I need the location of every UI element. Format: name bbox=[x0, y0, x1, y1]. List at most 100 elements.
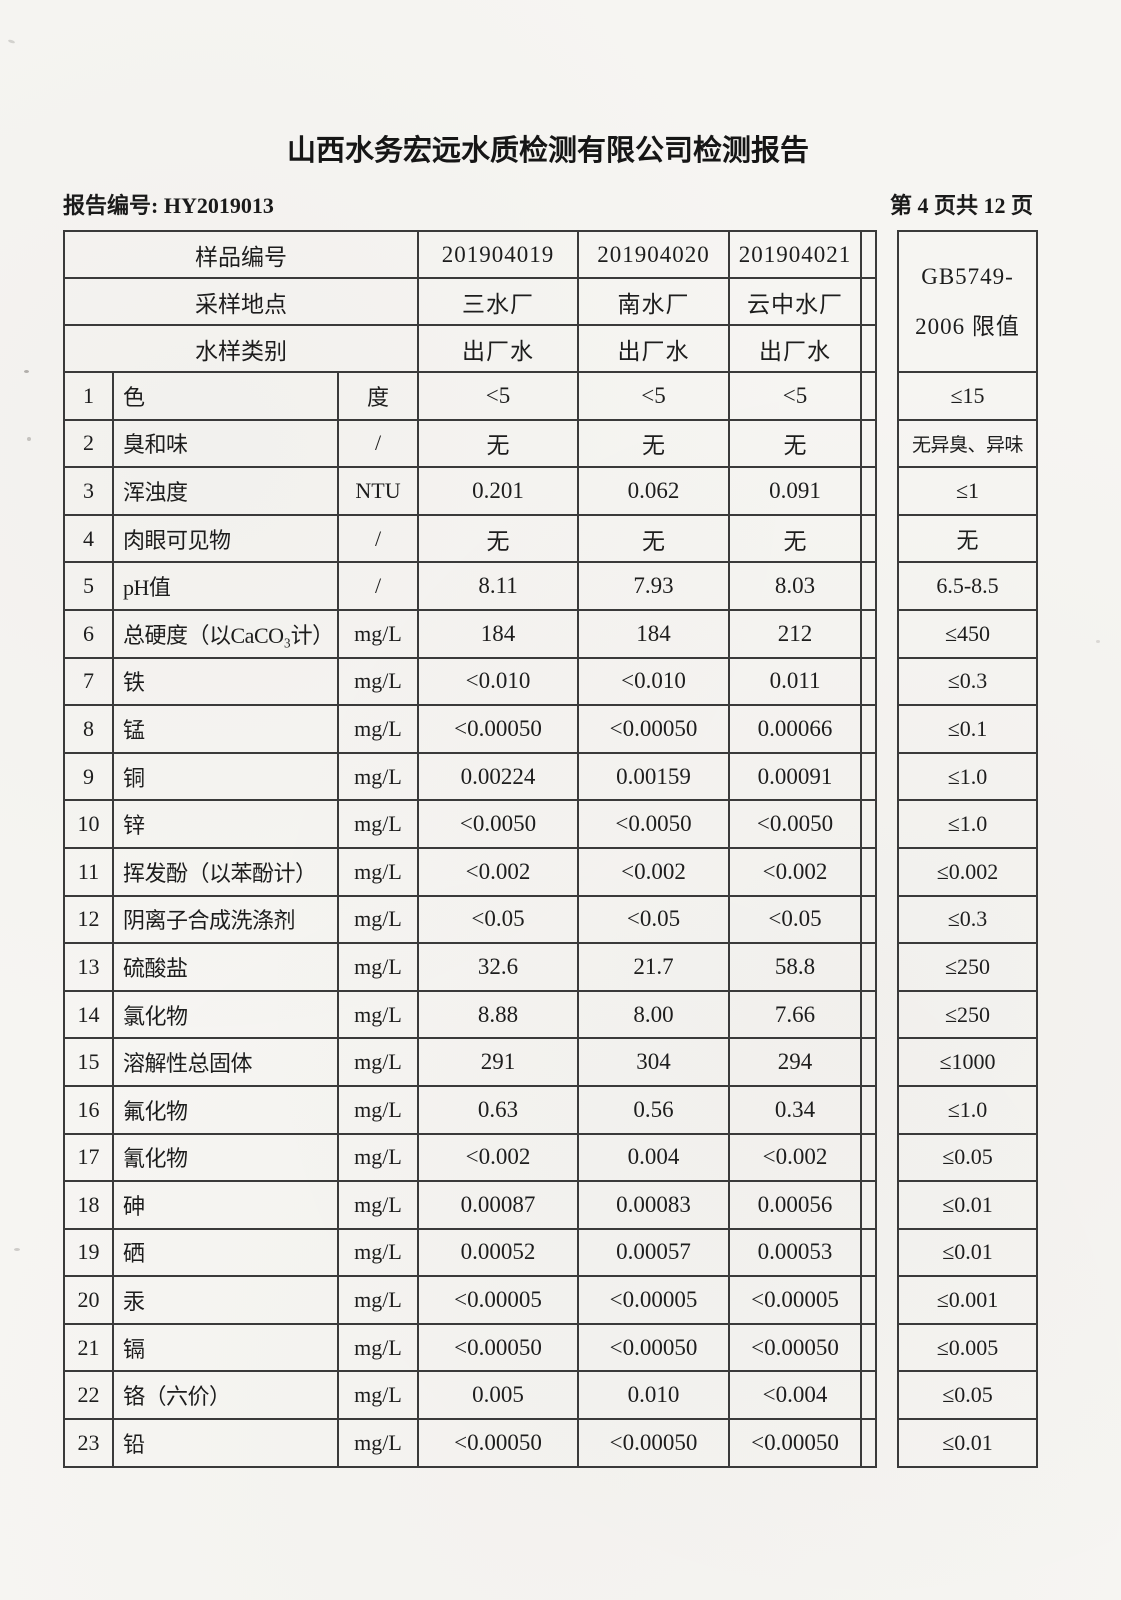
header-row-location: 采样地点 三水厂 南水厂 云中水厂 bbox=[62, 277, 878, 326]
table-row: 5 pH值/8.11 7.93 8.03 bbox=[63, 561, 878, 611]
parameter-unit: mg/L bbox=[336, 846, 420, 897]
limit-value: ≤1.0 bbox=[897, 799, 1039, 849]
header-row-sample-no: 样品编号 201904019 201904020 201904021 bbox=[62, 230, 878, 279]
row-number: 20 bbox=[63, 1275, 114, 1325]
sample-1-value: <0.0050 bbox=[417, 799, 580, 849]
spacer-cell bbox=[860, 751, 878, 802]
limit-value: ≤1.0 bbox=[897, 751, 1039, 802]
report-number: 报告编号: HY2019013 bbox=[63, 193, 274, 218]
table-row: 2 臭和味 / 无无无 bbox=[63, 418, 878, 469]
row-number: 1 bbox=[63, 371, 114, 421]
sample-2-value: 0.062 bbox=[577, 466, 731, 516]
sample-3-value: 212 bbox=[728, 608, 863, 659]
sample-2-value: 无 bbox=[577, 513, 731, 564]
limit-column: GB5749- 2006 限值 ≤15 无异臭、异味 ≤1 无 6.5-8.5 … bbox=[897, 230, 1039, 1468]
limit-value: ≤0.01 bbox=[897, 1227, 1039, 1278]
spacer-cell bbox=[860, 894, 878, 945]
sample-2-value: <0.002 bbox=[577, 846, 731, 897]
spacer-cell bbox=[860, 1418, 878, 1468]
table-row: 9 铜 mg/L 0.00224 0.00159 0.00091 bbox=[63, 751, 878, 802]
parameter-name: 挥发酚（以苯酚计） bbox=[112, 846, 339, 897]
sample-3-value: 0.00056 bbox=[728, 1180, 863, 1230]
limit-value: ≤0.3 bbox=[897, 894, 1039, 945]
sample-3-value: 8.03 bbox=[728, 561, 863, 611]
sample-2-value: <0.00005 bbox=[577, 1275, 731, 1325]
sample-2-number: 201904020 bbox=[577, 230, 731, 279]
sample-2-value: 21.7 bbox=[577, 942, 731, 992]
row-number: 14 bbox=[63, 989, 114, 1040]
limit-value: ≤0.05 bbox=[897, 1370, 1039, 1421]
spacer-cell bbox=[860, 1084, 878, 1135]
limit-row: ≤0.005 bbox=[897, 1322, 1039, 1373]
limit-standard-line1: GB5749- bbox=[921, 263, 1014, 289]
parameter-name: 总硬度（以CaCO₃计） bbox=[112, 608, 339, 659]
table-row: 19 硒 mg/L 0.00052 0.00057 0.00053 bbox=[63, 1227, 878, 1278]
sample-2-value: 8.00 bbox=[577, 989, 731, 1040]
spacer-cell bbox=[860, 230, 878, 279]
scan-speck bbox=[1096, 640, 1100, 643]
sample-3-value: 7.66 bbox=[728, 989, 863, 1040]
table-row: 21 镉 mg/L <0.00050 <0.00050 <0.00050 bbox=[63, 1322, 878, 1373]
sample-3-value: 0.00053 bbox=[728, 1227, 863, 1278]
sample-1-value: 0.63 bbox=[417, 1084, 580, 1135]
parameter-name: 溶解性总固体 bbox=[112, 1037, 339, 1087]
sample-3-value: <0.002 bbox=[728, 846, 863, 897]
parameter-unit: mg/L bbox=[336, 1227, 420, 1278]
parameter-unit: / bbox=[336, 418, 420, 469]
parameter-name: 浑浊度 bbox=[112, 466, 339, 516]
parameter-name: 阴离子合成洗涤剂 bbox=[112, 894, 339, 945]
limit-row: ≤250 bbox=[897, 989, 1039, 1040]
limit-row: ≤250 bbox=[897, 942, 1039, 992]
row-number: 22 bbox=[63, 1370, 114, 1421]
sample-3-value: 无 bbox=[728, 418, 863, 469]
limit-row: ≤0.01 bbox=[897, 1418, 1039, 1468]
parameter-name: 铅 bbox=[112, 1418, 339, 1468]
sample-2-value: 0.010 bbox=[577, 1370, 731, 1421]
parameter-unit: / bbox=[336, 513, 420, 564]
table-row: 16 氟化物 mg/L 0.63 0.56 0.34 bbox=[63, 1084, 878, 1135]
parameter-unit: mg/L bbox=[336, 751, 420, 802]
spacer-cell bbox=[860, 942, 878, 992]
limit-value: ≤250 bbox=[897, 942, 1039, 992]
table-row: 7 铁 mg/L <0.010 <0.010 0.011 bbox=[63, 656, 878, 707]
sample-1-value: <0.010 bbox=[417, 656, 580, 707]
row-number: 18 bbox=[63, 1180, 114, 1230]
sample-3-value: <0.05 bbox=[728, 894, 863, 945]
results-area: 样品编号 201904019 201904020 201904021 采样地点 … bbox=[62, 230, 1039, 1468]
results-table: 样品编号 201904019 201904020 201904021 采样地点 … bbox=[62, 230, 878, 1468]
table-row: 4 肉眼可见物 / 无无无 bbox=[63, 513, 878, 564]
sample-1-value: 无 bbox=[417, 418, 580, 469]
limit-row: 无 bbox=[897, 513, 1039, 564]
spacer-cell bbox=[860, 1227, 878, 1278]
sample-3-type: 出厂水 bbox=[728, 324, 863, 373]
parameter-name: 砷 bbox=[112, 1180, 339, 1230]
limit-row: ≤0.3 bbox=[897, 894, 1039, 945]
sample-2-value: <0.010 bbox=[577, 656, 731, 707]
sample-3-value: 0.00091 bbox=[728, 751, 863, 802]
sample-no-label: 样品编号 bbox=[62, 230, 420, 279]
limit-value: ≤450 bbox=[897, 608, 1039, 659]
row-number: 11 bbox=[63, 846, 114, 897]
parameter-unit: mg/L bbox=[336, 608, 420, 659]
limit-value: ≤0.01 bbox=[897, 1418, 1039, 1468]
sample-1-value: <0.00050 bbox=[417, 1418, 580, 1468]
limit-value: ≤0.05 bbox=[897, 1132, 1039, 1183]
table-row: 6 总硬度（以CaCO₃计） mg/L 184 184 212 bbox=[63, 608, 878, 659]
sample-2-value: 0.56 bbox=[577, 1084, 731, 1135]
row-number: 19 bbox=[63, 1227, 114, 1278]
row-number: 16 bbox=[63, 1084, 114, 1135]
row-number: 8 bbox=[63, 704, 114, 754]
sample-1-value: <0.002 bbox=[417, 1132, 580, 1183]
limit-row: ≤0.05 bbox=[897, 1132, 1039, 1183]
limit-row: ≤15 bbox=[897, 371, 1039, 421]
sample-2-type: 出厂水 bbox=[577, 324, 731, 373]
sample-1-number: 201904019 bbox=[417, 230, 580, 279]
parameter-unit: mg/L bbox=[336, 656, 420, 707]
parameter-unit: mg/L bbox=[336, 989, 420, 1040]
limit-row: ≤0.002 bbox=[897, 846, 1039, 897]
row-number: 21 bbox=[63, 1322, 114, 1373]
table-row: 13 硫酸盐 mg/L 32.6 21.7 58.8 bbox=[63, 942, 878, 992]
sample-3-value: 294 bbox=[728, 1037, 863, 1087]
parameter-name: 硒 bbox=[112, 1227, 339, 1278]
